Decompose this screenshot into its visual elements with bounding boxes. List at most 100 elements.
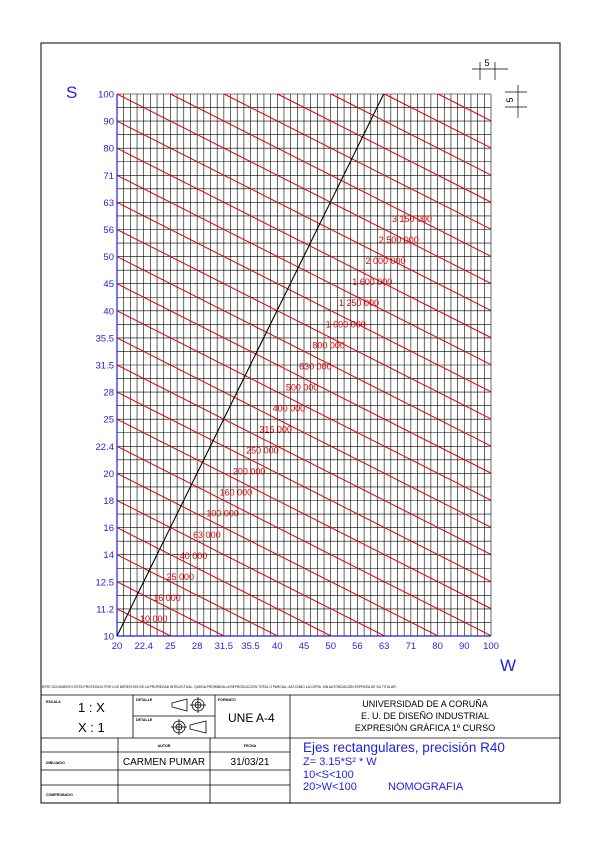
y-tick-label: 18 — [103, 496, 114, 507]
x-axis-title: W — [500, 656, 516, 675]
autor-value: CARMEN PUMAR — [123, 757, 205, 768]
drawing-title-3: 10<S<100 — [303, 769, 354, 781]
x-tick-label: 50 — [325, 641, 336, 652]
z-curve — [116, 310, 492, 501]
curve-label: 200 000 — [233, 467, 266, 477]
detalle-label-1: DETALLE — [136, 698, 153, 702]
x-tick-label: 71 — [406, 641, 417, 652]
z-curve — [116, 527, 332, 637]
y-tick-label: 40 — [103, 306, 114, 317]
x-tick-label: 28 — [192, 641, 203, 652]
x-tick-label: 25 — [165, 641, 176, 652]
z-curve — [223, 93, 492, 230]
autor-label: AUTOR — [158, 744, 171, 748]
y-tick-label: 14 — [103, 550, 114, 561]
curve-label: 2 500 000 — [379, 235, 419, 245]
z-curve — [116, 337, 492, 528]
z-curve — [437, 93, 492, 122]
reference-line — [116, 93, 385, 637]
curve-label: 10 000 — [140, 614, 168, 624]
z-curve — [116, 364, 492, 555]
y-tick-label: 45 — [103, 279, 114, 290]
x-tick-label: 35.5 — [241, 641, 260, 652]
z-curve — [170, 93, 492, 257]
x-tick-label: 40 — [272, 641, 283, 652]
y-tick-label: 22.4 — [96, 442, 115, 453]
course-name: EXPRESIÓN GRÁFICA 1º CURSO — [355, 723, 495, 733]
z-curve — [116, 229, 492, 420]
x-tick-label: 20 — [112, 641, 123, 652]
curve-label: 630 000 — [299, 361, 332, 371]
escala-label: ESCALA — [46, 700, 61, 704]
y-tick-label: 12.5 — [96, 577, 115, 588]
copyright-notice: ESTE DOCUMENTO ESTÁ PROTEGIDO POR LOS DE… — [42, 684, 397, 689]
z-curve — [116, 581, 225, 637]
z-curve — [277, 93, 492, 203]
y-tick-label: 71 — [103, 171, 114, 182]
fecha-value: 31/03/21 — [231, 757, 270, 768]
drawing-title-1: Ejes rectangulares, precisión R40 — [303, 740, 505, 755]
z-curve — [116, 93, 492, 284]
curve-label: 2 000 000 — [365, 256, 405, 266]
title-block — [41, 694, 560, 803]
y-tick-label: 63 — [103, 198, 114, 209]
curve-label: 16 000 — [153, 593, 181, 603]
z-curve — [116, 472, 439, 637]
curve-label: 500 000 — [286, 382, 319, 392]
x-tick-label: 100 — [483, 641, 499, 652]
z-curve — [116, 174, 492, 366]
curve-label: 250 000 — [246, 446, 279, 456]
y-axis-title: S — [66, 83, 77, 102]
x-tick-label: 63 — [379, 641, 390, 652]
first-angle-projection-icon — [171, 697, 206, 713]
y-tick-label: 25 — [103, 415, 114, 426]
curve-label: 800 000 — [312, 340, 345, 350]
x-tick-label: 31.5 — [215, 641, 234, 652]
x-tick-label: 22.4 — [134, 641, 153, 652]
formato-value: UNE A-4 — [228, 711, 275, 725]
y-tick-label: 50 — [103, 252, 114, 263]
z-curve — [116, 608, 171, 637]
x-tick-label: 90 — [459, 641, 470, 652]
curve-label: 40 000 — [180, 551, 208, 561]
school-name: E. U. DE DISEÑO INDUSTRIAL — [361, 711, 489, 721]
z-curve — [116, 120, 492, 311]
escala-2: X : 1 — [78, 720, 105, 735]
z-curve — [116, 391, 492, 582]
y-tick-label: 56 — [103, 225, 114, 236]
curve-label: 1 000 000 — [326, 319, 366, 329]
dimension-h-label: 5 — [484, 58, 489, 68]
fecha-label: FECHA — [244, 744, 257, 748]
z-curve — [116, 554, 278, 637]
curve-label: 315 000 — [259, 425, 292, 435]
z-curve — [116, 283, 492, 474]
detalle-label-2: DETALLE — [136, 718, 153, 722]
curve-label: 3 150 000 — [392, 214, 432, 224]
y-tick-label: 100 — [98, 90, 114, 101]
z-curve — [330, 93, 492, 176]
dibujado-label: DIBUJADO — [46, 761, 65, 765]
comprobado-label: COMPROBADO — [46, 793, 73, 797]
university-name: UNIVERSIDAD DE A CORUÑA — [362, 699, 488, 709]
y-tick-label: 35.5 — [96, 333, 115, 344]
z-curve — [116, 500, 385, 637]
curve-labels: 10 000 16 000 25 000 40 000 63 000 100 000 160… — [140, 214, 432, 624]
dimension-marks — [472, 62, 527, 118]
curve-label: 63 000 — [193, 530, 221, 540]
curve-label: 25 000 — [167, 572, 195, 582]
third-angle-projection-icon — [171, 719, 207, 735]
x-tick-label: 80 — [432, 641, 443, 652]
z-curve — [116, 256, 492, 447]
z-curve — [384, 93, 492, 149]
axis-ticks: 10 11.2 12.5 14 16 18 20 22.4 25 28 31.5 35.5 40 45 50… — [96, 90, 499, 653]
y-tick-label: 11.2 — [96, 604, 114, 615]
z-curve — [116, 418, 492, 610]
drawing-title-4: 20>W<100 — [303, 781, 357, 793]
curve-label: 400 000 — [273, 403, 306, 413]
curve-label: 100 000 — [206, 509, 239, 519]
red-curves — [116, 93, 492, 637]
y-tick-label: 80 — [103, 144, 114, 155]
formato-label: FORMATO — [218, 698, 236, 702]
y-tick-label: 28 — [103, 388, 114, 399]
